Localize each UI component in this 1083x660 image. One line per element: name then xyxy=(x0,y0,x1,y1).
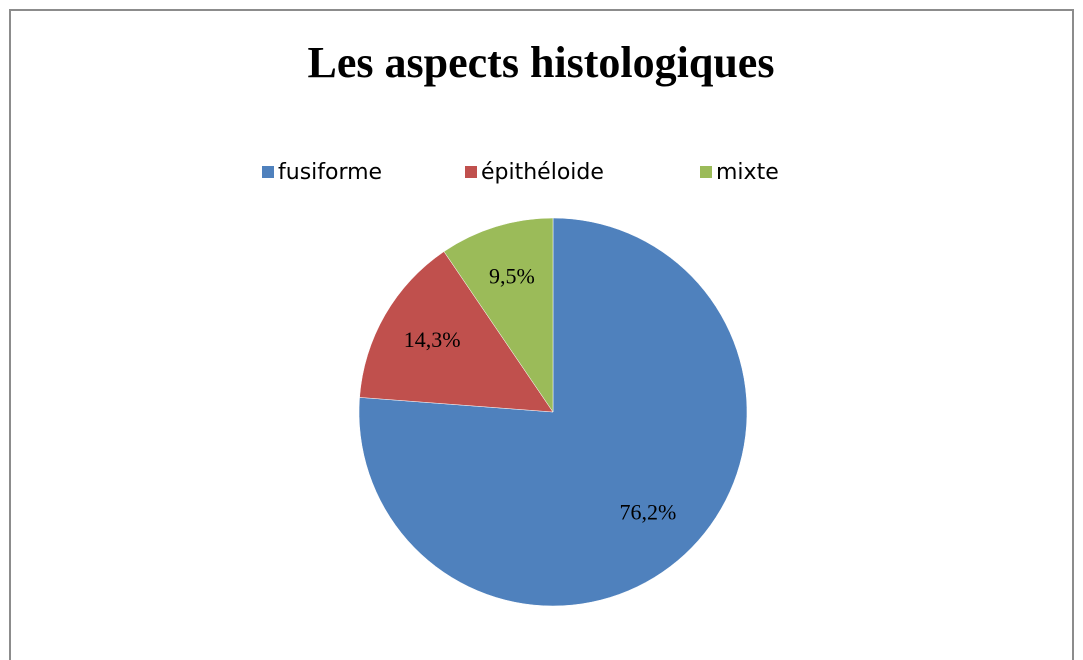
legend-label: épithéloide xyxy=(481,160,604,185)
legend-label: fusiforme xyxy=(278,160,382,185)
data-label: 76,2% xyxy=(620,499,677,524)
legend-swatch xyxy=(700,166,712,178)
pie-slice xyxy=(358,217,748,607)
legend-swatch xyxy=(465,166,477,178)
data-label: 9,5% xyxy=(489,264,535,289)
pie-slice xyxy=(359,251,554,413)
legend-swatch xyxy=(262,166,274,178)
frame xyxy=(9,9,1074,660)
data-label: 14,3% xyxy=(404,327,461,352)
pie-slice xyxy=(443,217,554,413)
chart-title: Les aspects histologiques xyxy=(308,38,775,87)
legend-label: mixte xyxy=(716,160,779,185)
